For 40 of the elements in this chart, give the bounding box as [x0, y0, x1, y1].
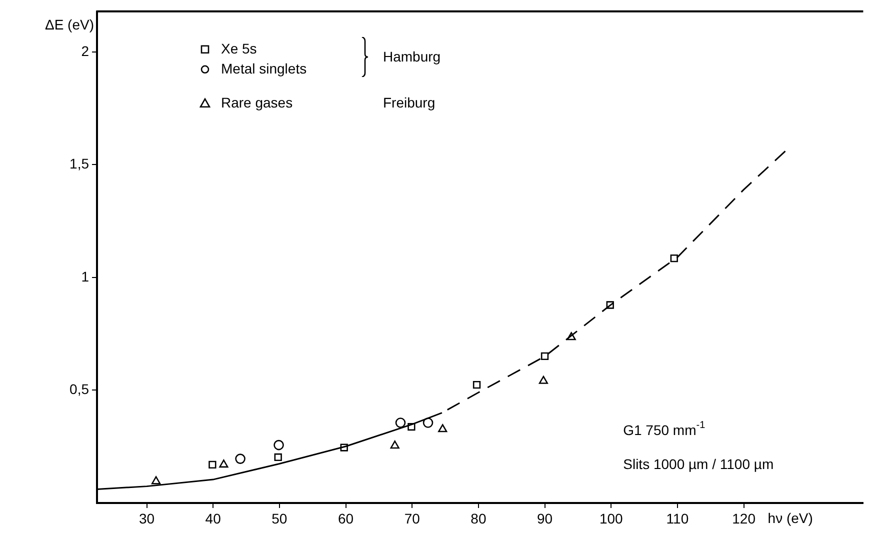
point: [540, 352, 549, 360]
x-tick-label: 110: [666, 510, 689, 526]
x-axis-title: hν (eV): [768, 510, 813, 526]
x-tick-label: 30: [138, 510, 155, 526]
x-tick-label: 40: [205, 510, 222, 526]
point: [340, 444, 348, 452]
point: [472, 381, 481, 389]
point: [670, 254, 678, 262]
x-tick-label: 50: [272, 510, 288, 526]
x-tick-label: 60: [338, 510, 354, 526]
annotation: Hamburg: [383, 48, 441, 64]
y-tick-label: 1,5: [70, 156, 90, 172]
point: [606, 301, 614, 309]
point: [395, 418, 406, 428]
annotation: Freiburg: [383, 94, 436, 110]
x-tick-label: 80: [470, 510, 486, 526]
point: [235, 454, 246, 464]
legend-label: Metal singlets: [221, 60, 307, 76]
legend-label: Xe 5s: [221, 40, 257, 56]
x-tick-label: 120: [732, 510, 756, 526]
y-tick-label: 1: [81, 268, 90, 284]
x-tick-label: 100: [599, 510, 624, 526]
point: [438, 424, 448, 432]
legend-label: Rare gases: [221, 94, 293, 110]
x-tick-label: 90: [536, 510, 553, 526]
point: [274, 440, 284, 450]
annotation: Slits 1000 µm / 1100 µm: [623, 456, 774, 472]
point: [422, 418, 434, 428]
x-tick-label: 70: [404, 510, 420, 526]
y-axis-title: ΔE (eV): [44, 16, 94, 32]
point: [408, 422, 416, 431]
point: [390, 440, 400, 449]
y-tick-label: 0,5: [70, 381, 90, 398]
point: [566, 332, 576, 340]
point: [219, 460, 228, 468]
point: [538, 376, 548, 384]
point: [208, 460, 216, 468]
point: [151, 476, 161, 484]
point: [274, 453, 282, 462]
y-tick-label: 2: [81, 42, 90, 59]
